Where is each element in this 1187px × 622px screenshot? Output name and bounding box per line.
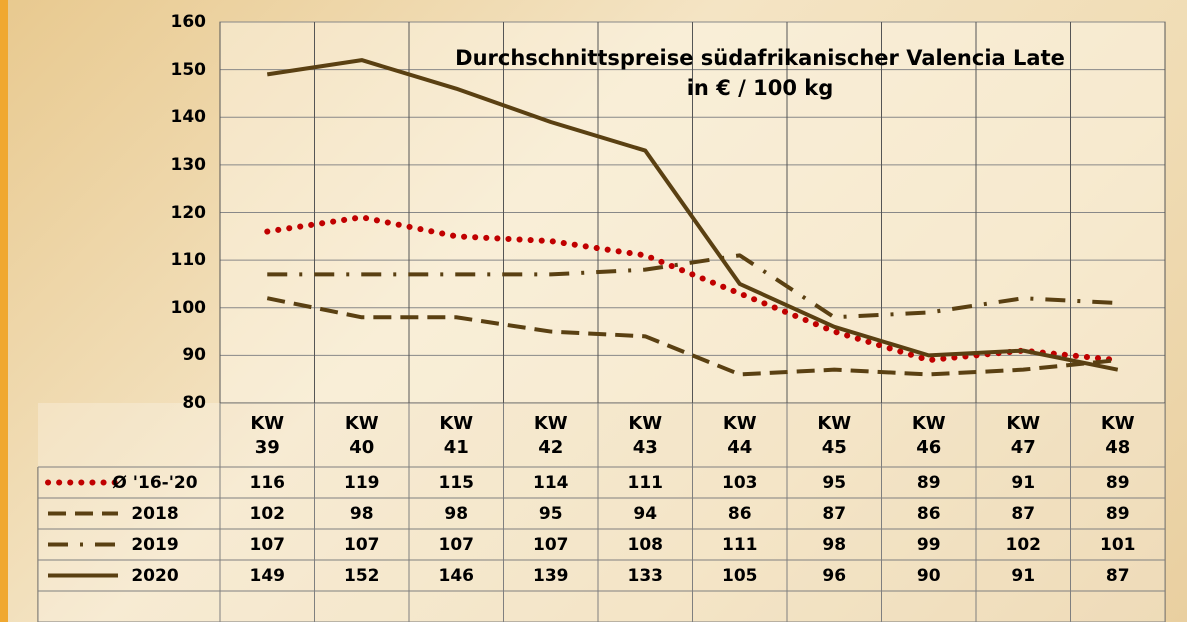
x-tick-label: KW 42 <box>531 412 571 460</box>
table-value: 116 <box>237 472 297 494</box>
table-value: 87 <box>993 503 1053 525</box>
table-value: 98 <box>804 534 864 556</box>
x-tick-label: KW 43 <box>625 412 665 460</box>
table-value: 107 <box>332 534 392 556</box>
y-tick-label: 130 <box>150 154 206 176</box>
y-tick-label: 140 <box>150 106 206 128</box>
x-tick-label: KW 46 <box>909 412 949 460</box>
table-value: 152 <box>332 565 392 587</box>
x-tick-label: KW 40 <box>342 412 382 460</box>
chart-subtitle: in € / 100 kg <box>400 74 1120 102</box>
table-value: 90 <box>899 565 959 587</box>
table-value: 119 <box>332 472 392 494</box>
y-tick-label: 110 <box>150 249 206 271</box>
table-value: 107 <box>521 534 581 556</box>
table-value: 139 <box>521 565 581 587</box>
table-value: 86 <box>899 503 959 525</box>
x-tick-label: KW 41 <box>436 412 476 460</box>
x-tick-label: KW 44 <box>720 412 760 460</box>
table-value: 149 <box>237 565 297 587</box>
table-value: 98 <box>332 503 392 525</box>
legend-label: 2020 <box>100 565 210 587</box>
table-value: 89 <box>1088 503 1148 525</box>
legend-label: 2019 <box>100 534 210 556</box>
y-tick-label: 90 <box>150 344 206 366</box>
table-value: 89 <box>1088 472 1148 494</box>
table-value: 108 <box>615 534 675 556</box>
table-value: 91 <box>993 565 1053 587</box>
x-tick-label: KW 47 <box>1003 412 1043 460</box>
table-value: 95 <box>521 503 581 525</box>
y-tick-label: 80 <box>150 392 206 414</box>
table-value: 111 <box>710 534 770 556</box>
table-value: 98 <box>426 503 486 525</box>
table-value: 103 <box>710 472 770 494</box>
table-value: 102 <box>237 503 297 525</box>
y-tick-label: 100 <box>150 297 206 319</box>
table-value: 102 <box>993 534 1053 556</box>
table-value: 87 <box>804 503 864 525</box>
chart-title: Durchschnittspreise südafrikanischer Val… <box>400 44 1120 72</box>
table-value: 146 <box>426 565 486 587</box>
x-tick-label: KW 39 <box>247 412 287 460</box>
table-value: 107 <box>426 534 486 556</box>
y-tick-label: 120 <box>150 202 206 224</box>
legend-label: Ø '16-'20 <box>100 472 210 494</box>
table-value: 114 <box>521 472 581 494</box>
table-value: 87 <box>1088 565 1148 587</box>
legend-label: 2018 <box>100 503 210 525</box>
x-tick-label: KW 45 <box>814 412 854 460</box>
table-value: 111 <box>615 472 675 494</box>
table-value: 89 <box>899 472 959 494</box>
table-value: 99 <box>899 534 959 556</box>
table-value: 86 <box>710 503 770 525</box>
table-value: 94 <box>615 503 675 525</box>
y-tick-label: 160 <box>150 11 206 33</box>
table-value: 95 <box>804 472 864 494</box>
x-tick-label: KW 48 <box>1098 412 1138 460</box>
table-value: 96 <box>804 565 864 587</box>
table-value: 105 <box>710 565 770 587</box>
table-value: 91 <box>993 472 1053 494</box>
table-value: 133 <box>615 565 675 587</box>
table-value: 107 <box>237 534 297 556</box>
chart: Durchschnittspreise südafrikanischer Val… <box>0 0 1187 622</box>
table-value: 101 <box>1088 534 1148 556</box>
table-value: 115 <box>426 472 486 494</box>
y-tick-label: 150 <box>150 59 206 81</box>
